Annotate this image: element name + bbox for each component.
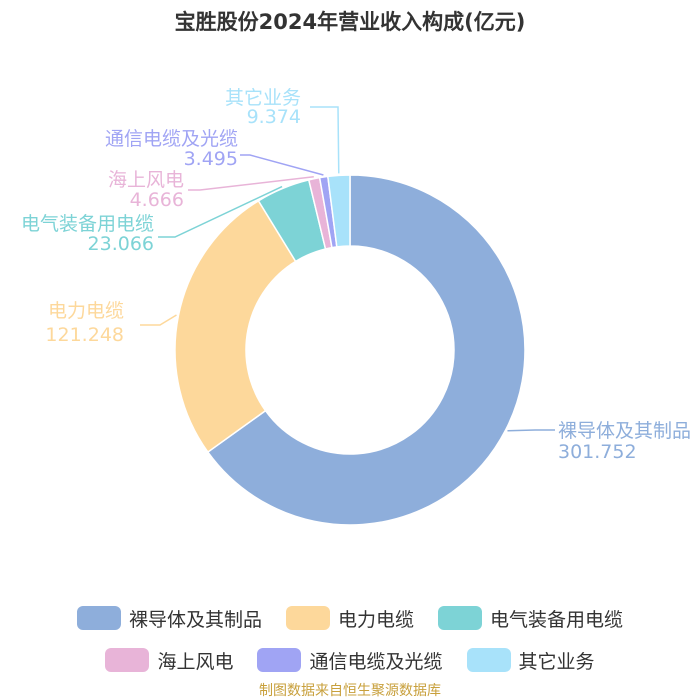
legend-label: 通信电缆及光缆: [309, 650, 443, 673]
legend-swatch: [438, 606, 482, 630]
leader-line: [507, 429, 555, 432]
legend-swatch: [466, 648, 511, 672]
donut-slice[interactable]: [174, 199, 297, 454]
slice-category-label: 海上风电: [108, 169, 184, 191]
legend-label: 海上风电: [157, 650, 234, 673]
donut-slice[interactable]: [326, 174, 351, 248]
source-note: 制图数据来自恒生聚源数据库: [259, 683, 441, 699]
legend-label: 电气装备用电缆: [490, 608, 624, 631]
legend-swatch: [257, 648, 302, 672]
legend: 裸导体及其制品 电力电缆 电气装备用电缆 海上风电 通信电缆及光缆 其它业务: [0, 600, 700, 684]
donut-slice[interactable]: [206, 174, 526, 526]
leader-line: [188, 175, 314, 191]
legend-row: 海上风电 通信电缆及光缆 其它业务: [0, 642, 700, 678]
slice-value-label: 4.666: [130, 189, 184, 211]
slice-category-label: 电气装备用电缆: [21, 213, 154, 235]
legend-item[interactable]: 其它业务: [466, 647, 595, 674]
slice-category-label: 电力电缆: [48, 300, 124, 322]
slice-value-label: 9.374: [247, 106, 301, 128]
slice-value-label: 3.495: [184, 148, 238, 170]
slice-value-label: 301.752: [558, 441, 637, 463]
legend-swatch: [76, 606, 121, 630]
leader-line: [158, 185, 283, 238]
slice-category-label: 其它业务: [225, 87, 301, 109]
donut-slices: [174, 174, 526, 526]
legend-label: 其它业务: [518, 650, 595, 673]
legend-item[interactable]: 通信电缆及光缆: [257, 647, 443, 674]
legend-label: 裸导体及其制品: [128, 608, 262, 631]
slice-category-label: 通信电缆及光缆: [105, 128, 238, 150]
legend-item[interactable]: 裸导体及其制品: [76, 605, 262, 632]
legend-swatch: [105, 648, 150, 672]
legend-item[interactable]: 电力电缆: [285, 605, 414, 632]
legend-item[interactable]: 海上风电: [105, 647, 233, 674]
chart-title: 宝胜股份2024年营业收入构成(亿元): [174, 10, 526, 34]
legend-row: 裸导体及其制品 电力电缆 电气装备用电缆: [0, 600, 700, 636]
slice-value-label: 23.066: [88, 233, 154, 255]
leader-line: [310, 106, 340, 174]
slice-value-label: 121.248: [45, 324, 124, 346]
legend-label: 电力电缆: [337, 608, 414, 631]
leader-line: [140, 314, 177, 326]
legend-swatch: [285, 606, 330, 630]
leader-line: [240, 154, 324, 176]
slice-category-label: 裸导体及其制品: [558, 420, 691, 442]
legend-item[interactable]: 电气装备用电缆: [438, 605, 623, 632]
